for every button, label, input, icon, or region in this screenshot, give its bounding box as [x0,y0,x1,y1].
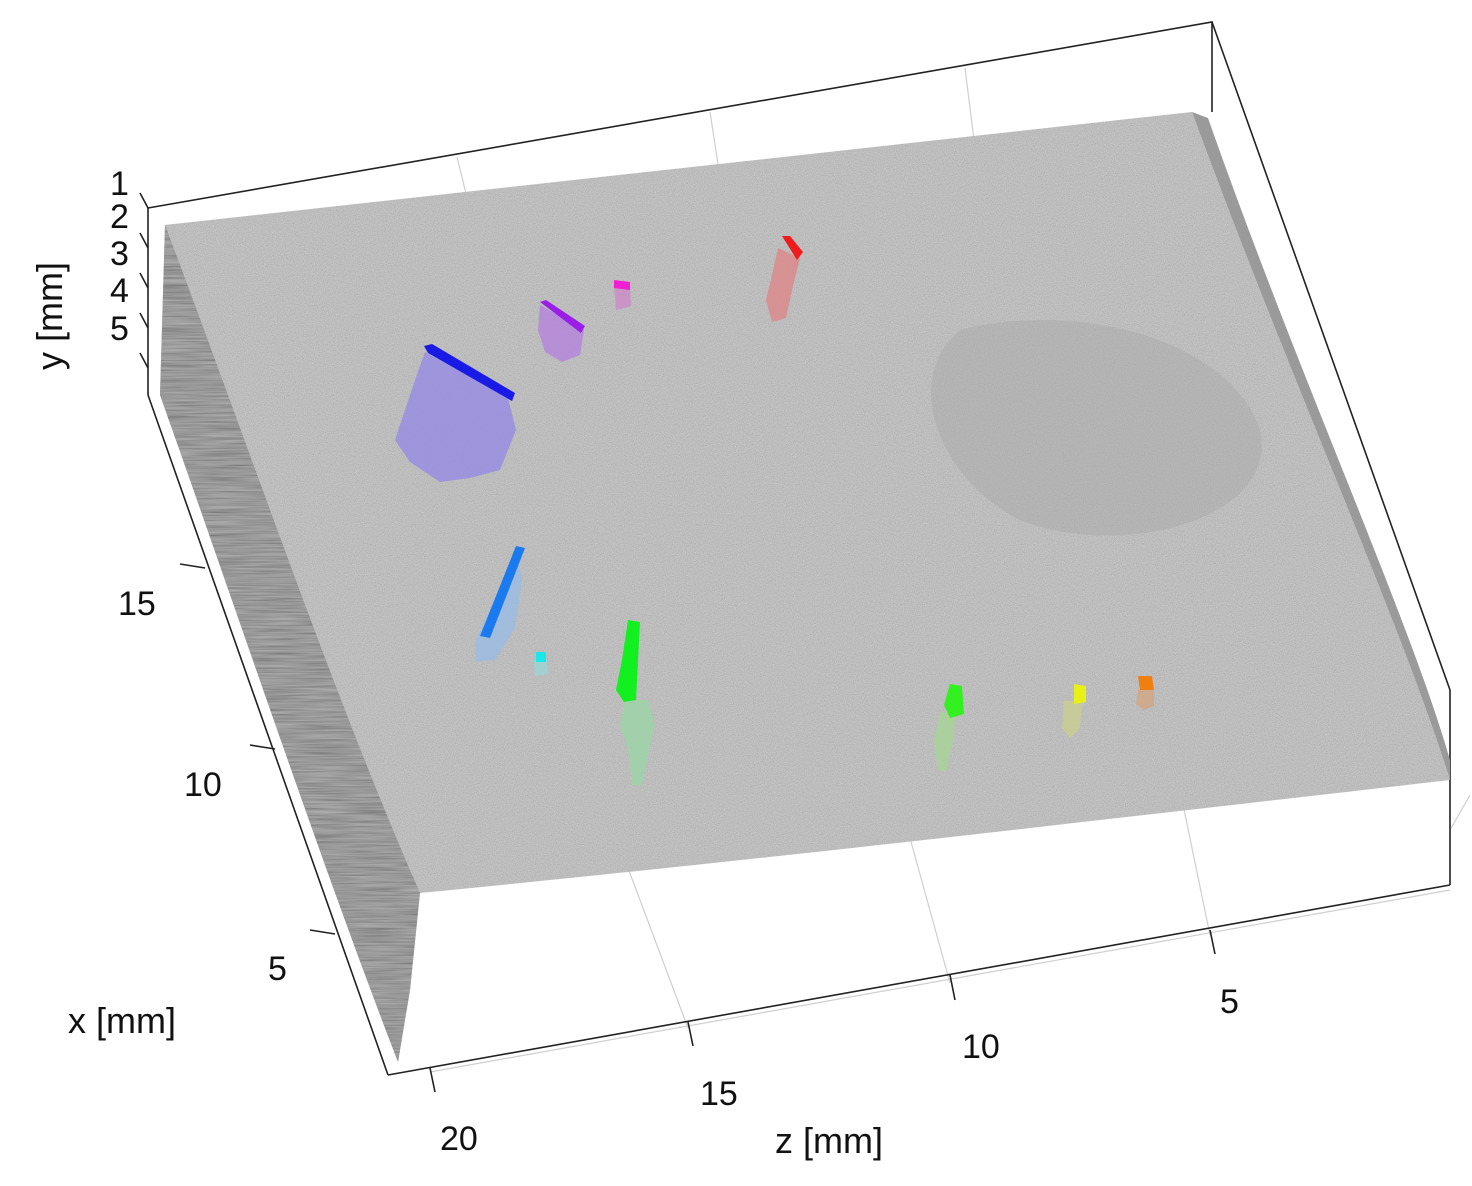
surface-darker-region [931,320,1262,536]
z-tick-label-10: 10 [962,1028,1000,1066]
grid-line [624,859,689,1029]
y-tick-label-3: 3 [110,235,129,273]
grid-line [1179,789,1211,936]
cluster-4-volume [766,248,800,322]
y-tick-4 [139,312,149,329]
cluster-3-volume [614,286,631,310]
cluster-6-volume [534,660,548,676]
cluster-7-volume [620,700,655,785]
surface-left-wall-texture [160,225,420,1062]
y-tick-label-1: 1 [110,165,129,203]
y-tick-3 [139,272,149,289]
cluster-9-top-edge [1074,684,1086,704]
y-tick-label-5: 5 [110,310,129,348]
y-tick-label-4: 4 [110,272,129,310]
cluster-10-top-edge [1138,676,1154,690]
z-axis: 20 15 10 5 z [mm] [440,983,1239,1161]
defect-clusters [395,236,1154,785]
grid-lines [429,67,1471,1073]
cluster-1-top-edge [424,344,515,401]
y-tick-label-2: 2 [110,198,129,236]
grid-line [904,819,951,984]
grid-line [964,67,976,149]
grid-line [1449,794,1471,831]
x-tick-5 [309,929,336,935]
x-tick-label-5: 5 [268,950,287,988]
grid-line [429,889,1451,1073]
y-tick-1 [139,192,149,209]
z-tick-label-20: 20 [440,1120,478,1158]
box-bottom-edge [387,884,1451,1076]
y-axis-label: y [mm] [29,262,70,370]
cluster-10-volume [1136,690,1154,710]
cluster-9-volume [1062,700,1082,738]
cluster-2-volume [538,305,584,362]
box-left-slant-edge [147,394,389,1076]
x-tick-15 [179,563,206,569]
tick-marks [139,192,1216,1093]
y-axis: 1 2 3 4 5 y [mm] [29,165,129,370]
cluster-1-volume [395,352,516,482]
x-tick-label-15: 15 [118,585,156,623]
box-right-slant-edge [1211,21,1451,691]
cluster-5-top-edge [480,546,525,638]
x-tick-10 [249,744,276,750]
surface-right-rim [1192,112,1450,780]
cluster-2-top-edge [540,300,585,333]
cluster-8-volume [934,712,956,772]
z-tick-15 [687,1021,694,1047]
x-tick-label-10: 10 [184,766,222,804]
x-axis: 15 10 5 x [mm] [68,585,287,1041]
z-tick-label-5: 5 [1220,983,1239,1021]
z-tick-20 [429,1067,436,1093]
surface-scan [160,112,1450,1062]
z-tick-label-15: 15 [700,1075,738,1113]
z-tick-10 [949,974,956,1001]
z-tick-5 [1209,929,1216,955]
z-axis-label: z [mm] [775,1120,883,1161]
cluster-3-top-edge [614,280,630,290]
cluster-7-top-edge [616,620,640,702]
x-axis-label: x [mm] [68,1000,176,1041]
cluster-4-top-edge [782,236,803,260]
y-tick-5 [139,352,149,369]
y-tick-2 [139,232,149,249]
surface-top-texture [165,112,1450,893]
cluster-8-top-edge [944,684,964,718]
cluster-6-top-edge [536,652,546,662]
